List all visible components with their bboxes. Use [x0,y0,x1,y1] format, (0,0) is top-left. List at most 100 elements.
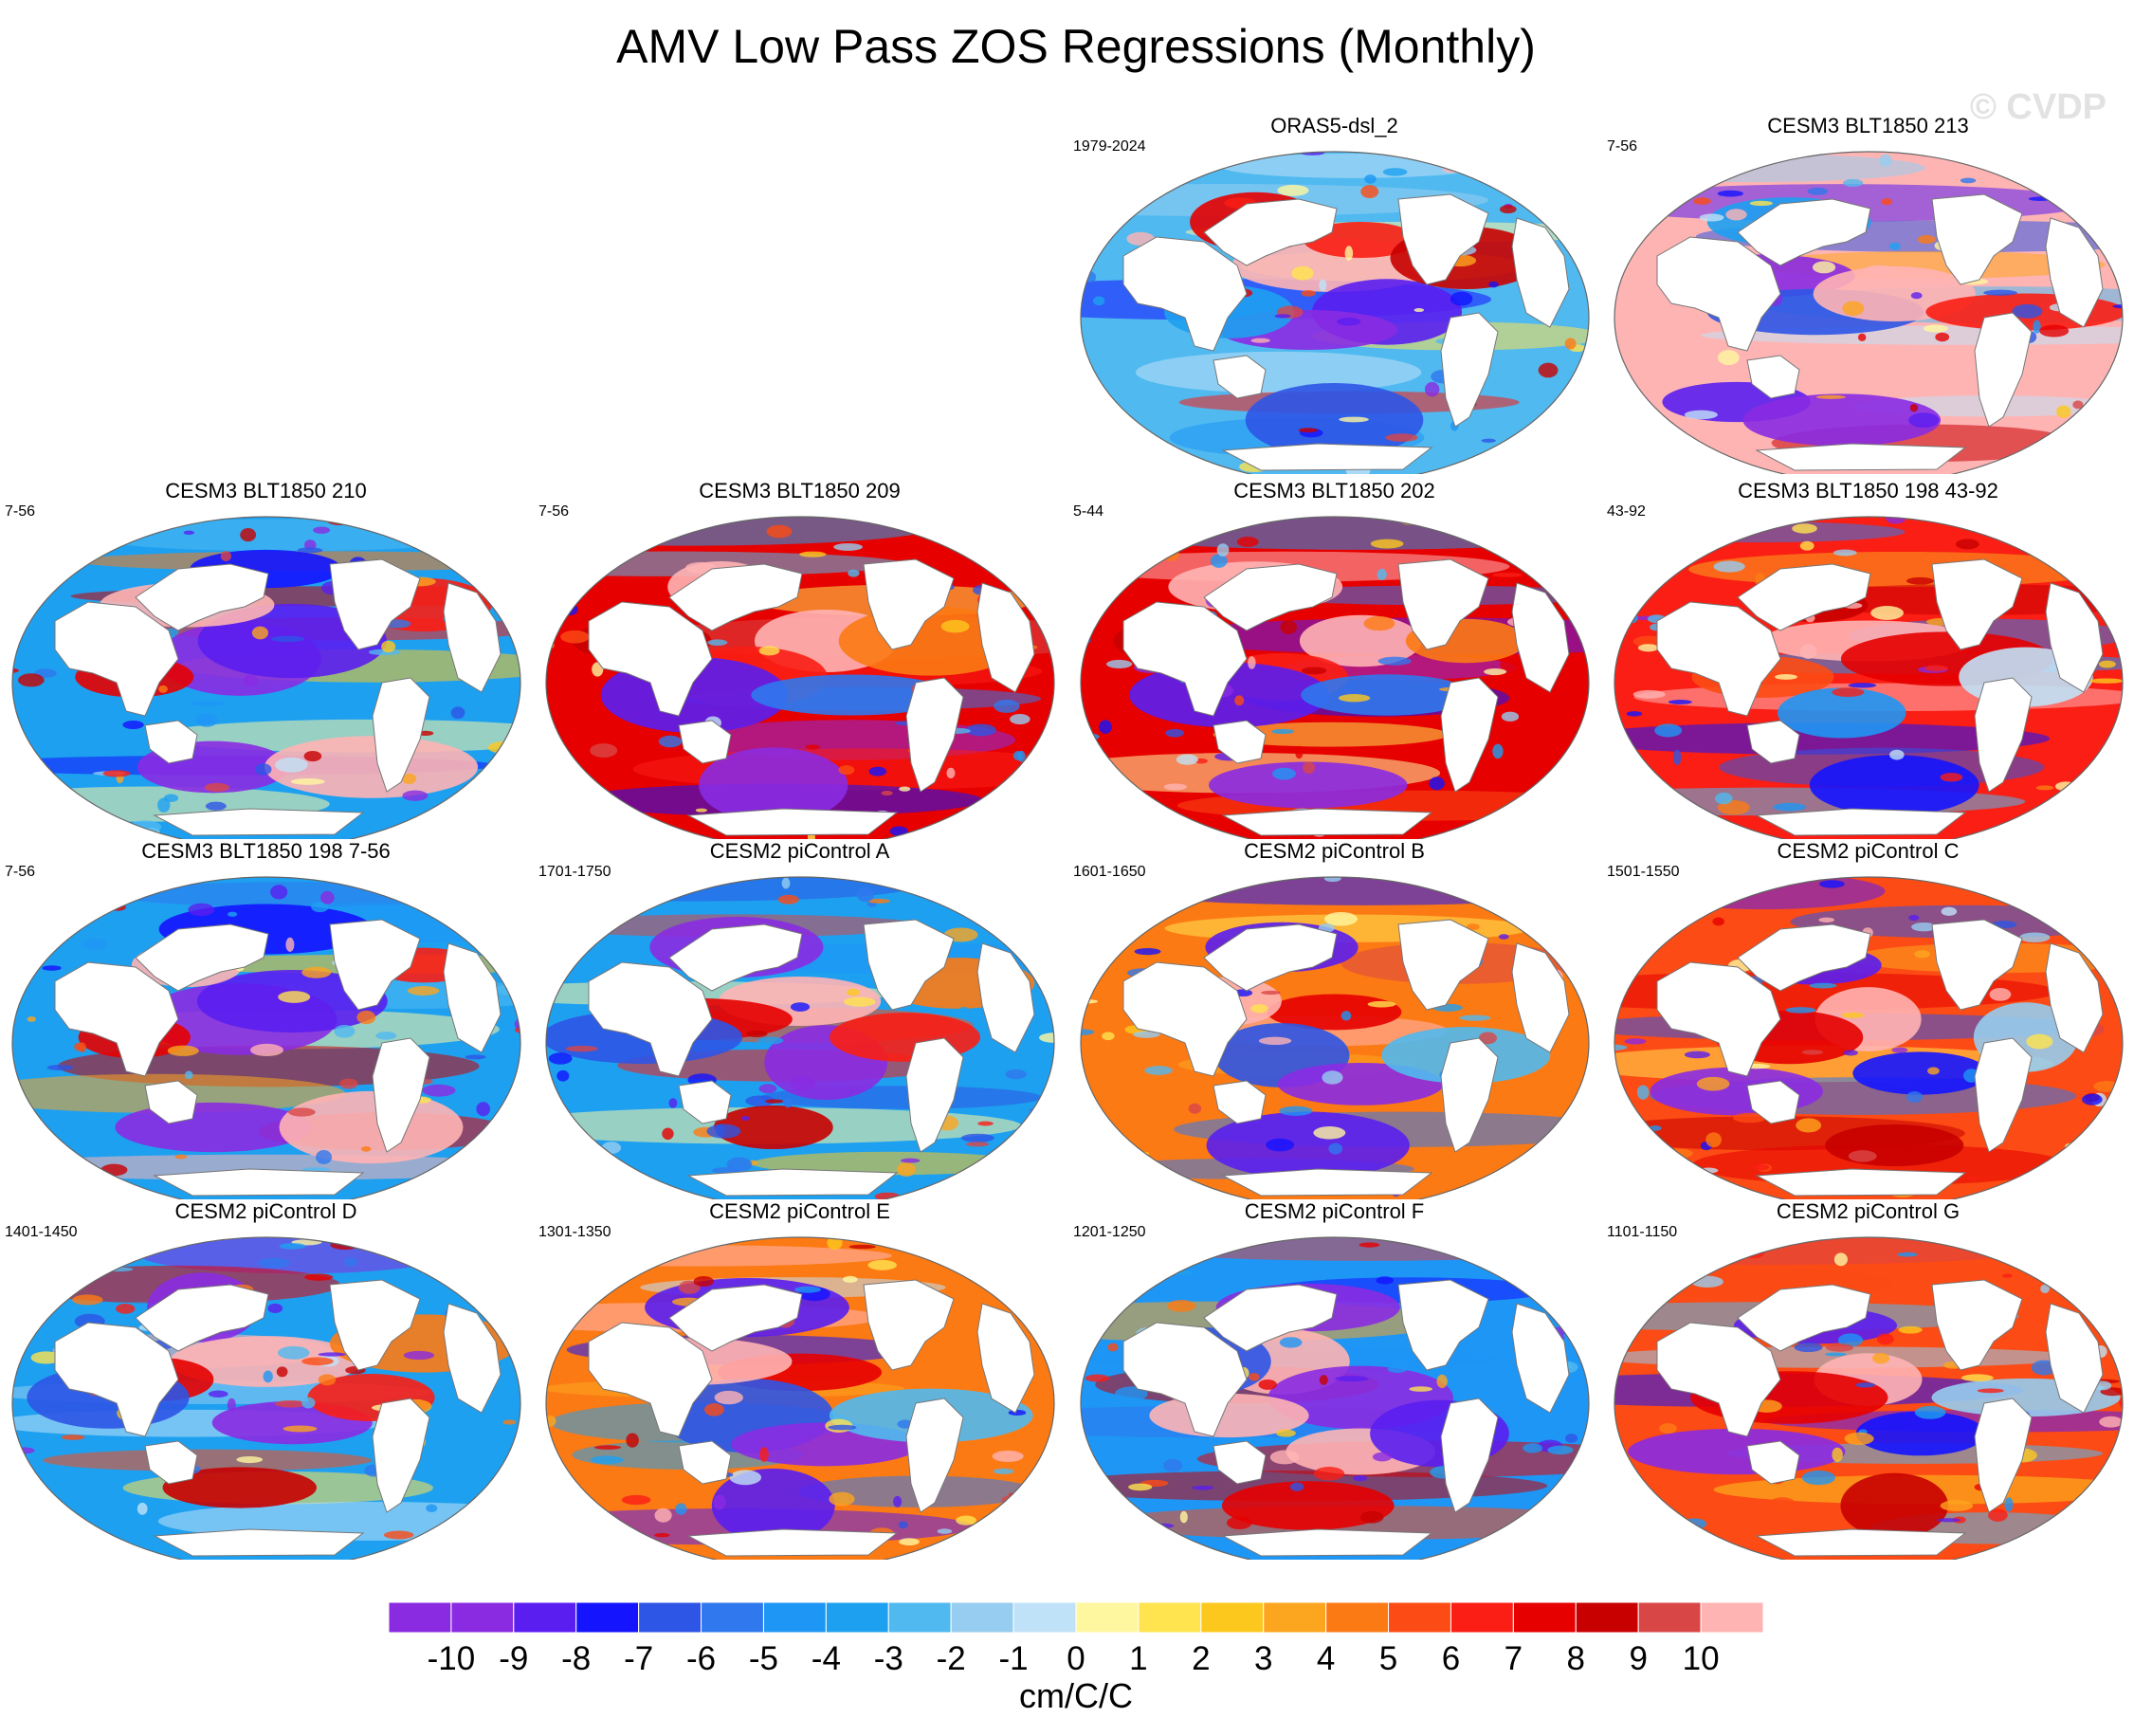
anomaly-speckle [1081,1543,1096,1554]
continent [943,517,1012,551]
anomaly-speckle [1699,213,1724,222]
map-panel: CESM2 piControl D 1401-1450 [3,1199,529,1560]
anomaly-speckle [1848,1150,1877,1162]
anomaly-speckle [957,826,988,835]
map-outline [1080,516,1590,839]
colorbar-units: cm/C/C [1019,1676,1133,1715]
anomaly-speckle [1339,416,1369,423]
anomaly-speckle [1042,903,1054,910]
anomaly-speckle [1832,687,1865,697]
anomaly-speckle [1501,905,1517,913]
anomaly-speckle [1825,1352,1847,1357]
continent [1221,443,1433,471]
anomaly-speckle [74,1042,84,1051]
colorbar-box [638,1601,702,1634]
panel-title: CESM2 piControl D [174,1199,357,1223]
anomaly-speckle [483,1135,515,1150]
anomaly-speckle [450,706,465,720]
anomaly-speckle [495,1514,520,1526]
anomaly-speckle [1071,1326,1077,1338]
continent [976,1303,1035,1414]
anomaly-speckle [1544,423,1573,435]
anomaly-speckle [1081,1306,1087,1311]
anomaly-speckle [1872,1352,1890,1364]
anomaly-speckle [227,1398,236,1412]
map-outline [1614,516,2124,839]
anomaly-speckle [1889,749,1905,760]
continent [668,1284,803,1352]
continent [976,942,1035,1053]
anomaly-speckle [2093,1080,2121,1092]
anomaly-speckle [2101,200,2111,212]
anomaly-speckle [1553,526,1564,541]
continent [135,1284,269,1352]
anomaly-speckle [40,927,68,934]
anomaly-speckle [1387,1364,1408,1373]
robinson-map [1071,1236,1590,1560]
anomaly-speckle [848,1244,876,1250]
anomaly-speckle [258,1257,291,1269]
continent [1656,961,1781,1077]
robinson-map [1080,876,1590,1199]
anomaly-speckle [2122,1346,2123,1357]
anomaly-speckle [1226,1516,1252,1530]
continent [443,1303,502,1414]
anomaly-speckle [208,1390,228,1398]
continent [135,563,269,631]
anomaly-speckle [1526,557,1546,564]
anomaly-speckle [1340,1011,1352,1021]
anomaly-speckle [726,1157,753,1173]
anomaly-speckle [1328,1142,1343,1155]
anomaly-speckle [1123,530,1136,545]
anomaly-speckle [1236,537,1259,547]
panel-title: CESM2 piControl E [709,1199,890,1223]
continent [1746,355,1800,399]
anomaly-speckle [343,1257,358,1267]
anomaly-speckle [1488,281,1499,288]
anomaly-speckle [2104,393,2123,406]
anomaly-speckle [1046,1136,1054,1152]
continent [686,1528,899,1557]
anomaly-speckle [2099,1416,2123,1428]
anomaly-speckle [1876,1333,1894,1345]
anomaly-speckle [1303,761,1315,775]
anomaly-speckle [30,1351,62,1364]
anomaly-speckle [620,895,650,905]
map-outline [11,516,521,839]
anomaly-speckle [1988,1508,2008,1522]
colorbar-tick-label: 4 [1316,1640,1336,1677]
anomaly-speckle [2072,400,2084,410]
anomaly-speckle [12,731,26,740]
anomaly-speckle [1005,1069,1028,1080]
anomaly-speckle [2002,1273,2013,1278]
anomaly-speckle [1935,332,1950,342]
anomaly-speckle [205,801,227,811]
anomaly-speckle [1144,1066,1173,1075]
map-panel: CESM3 BLT1850 202 5-44 [1071,479,1597,839]
anomaly-speckle [1360,1510,1384,1524]
map-outline [11,1236,521,1560]
anomaly-region [711,1468,835,1544]
anomaly-speckle [1102,940,1123,955]
anomaly-speckle [1323,877,1341,883]
anomaly-speckle [12,556,33,567]
continent [1122,1322,1248,1437]
anomaly-speckle [1705,1132,1722,1148]
anomaly-speckle [301,1397,316,1409]
anomaly-speckle [635,884,657,897]
colorbar-tick-label: 1 [1129,1640,1148,1677]
anomaly-speckle [893,1495,903,1508]
anomaly-speckle [1344,246,1354,261]
continent [668,563,803,631]
anomaly-speckle [476,1102,491,1117]
continent [1931,558,2023,650]
continent [1397,1279,1489,1371]
anomaly-speckle [959,1006,969,1012]
anomaly-speckle [1518,899,1549,907]
continent [678,1440,732,1485]
anomaly-speckle [585,1171,608,1179]
anomaly-speckle [1801,1470,1835,1486]
anomaly-speckle [1109,531,1129,542]
anomaly-speckle [1269,1450,1300,1465]
anomaly-speckle [1897,1252,1918,1257]
